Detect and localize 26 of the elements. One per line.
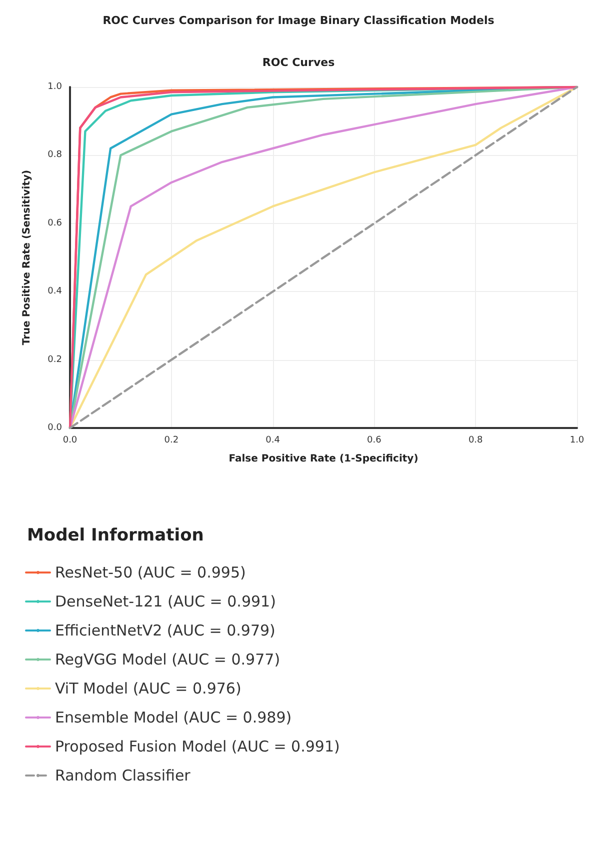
y-axis-title: True Positive Rate (Sensitivity) (22, 170, 32, 346)
x-axis-title: False Positive Rate (1-Specificity) (228, 454, 418, 464)
x-tick-label: 0.2 (164, 436, 179, 446)
legend-label: Random Classifier (55, 766, 192, 784)
legend-title: Model Information (27, 526, 204, 546)
legend-label: EfficientNetV2 (AUC = 0.979) (55, 622, 276, 640)
legend-label: Ensemble Model (AUC = 0.989) (55, 708, 292, 726)
legend-label: DenseNet-121 (AUC = 0.991) (55, 592, 276, 610)
x-tick-label: 1.0 (570, 436, 584, 446)
legend-label: ResNet-50 (AUC = 0.995) (55, 564, 246, 582)
y-tick-label: 0.2 (48, 354, 62, 365)
x-tick-label: 0.0 (62, 436, 78, 446)
x-tick-label: 0.8 (468, 436, 484, 446)
y-tick-label: 0.6 (48, 218, 62, 228)
legend-label: RegVGG Model (AUC = 0.977) (55, 650, 280, 668)
legend-label: ViT Model (AUC = 0.976) (55, 680, 242, 698)
chart-subtitle: ROC Curves (262, 56, 336, 69)
y-tick-label: 0.8 (48, 150, 62, 160)
legend-label: Proposed Fusion Model (AUC = 0.991) (55, 738, 340, 756)
chart-title: ROC Curves Comparison for Image Binary Classification Models (102, 14, 495, 27)
y-tick-label: 0.4 (48, 286, 62, 297)
x-tick-label: 0.6 (367, 436, 382, 446)
y-tick-label: 0.0 (48, 423, 62, 433)
line-series (68, 86, 578, 430)
x-tick-label: 0.4 (266, 436, 280, 446)
y-tick-label: 1.0 (48, 82, 62, 92)
